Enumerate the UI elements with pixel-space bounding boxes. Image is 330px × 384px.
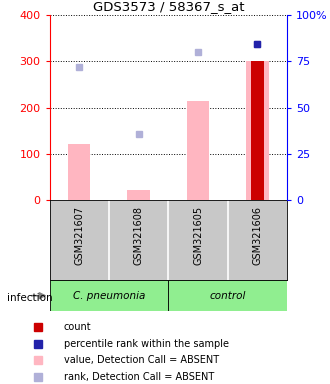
Bar — [246, 61, 269, 200]
Title: GDS3573 / 58367_s_at: GDS3573 / 58367_s_at — [92, 0, 244, 13]
Bar — [187, 101, 209, 200]
Bar — [68, 144, 90, 200]
Text: GSM321608: GSM321608 — [134, 206, 144, 265]
Bar — [127, 190, 150, 200]
Text: count: count — [63, 322, 91, 332]
Text: C. pneumonia: C. pneumonia — [73, 291, 145, 301]
Text: infection: infection — [7, 293, 52, 303]
Text: control: control — [210, 291, 246, 301]
Text: GSM321607: GSM321607 — [74, 206, 84, 265]
Text: percentile rank within the sample: percentile rank within the sample — [63, 339, 228, 349]
Text: value, Detection Call = ABSENT: value, Detection Call = ABSENT — [63, 356, 219, 366]
Text: GSM321605: GSM321605 — [193, 206, 203, 265]
Text: GSM321606: GSM321606 — [252, 206, 262, 265]
Bar — [251, 61, 264, 200]
Text: rank, Detection Call = ABSENT: rank, Detection Call = ABSENT — [63, 372, 214, 382]
Bar — [50, 280, 168, 311]
Bar — [168, 280, 287, 311]
